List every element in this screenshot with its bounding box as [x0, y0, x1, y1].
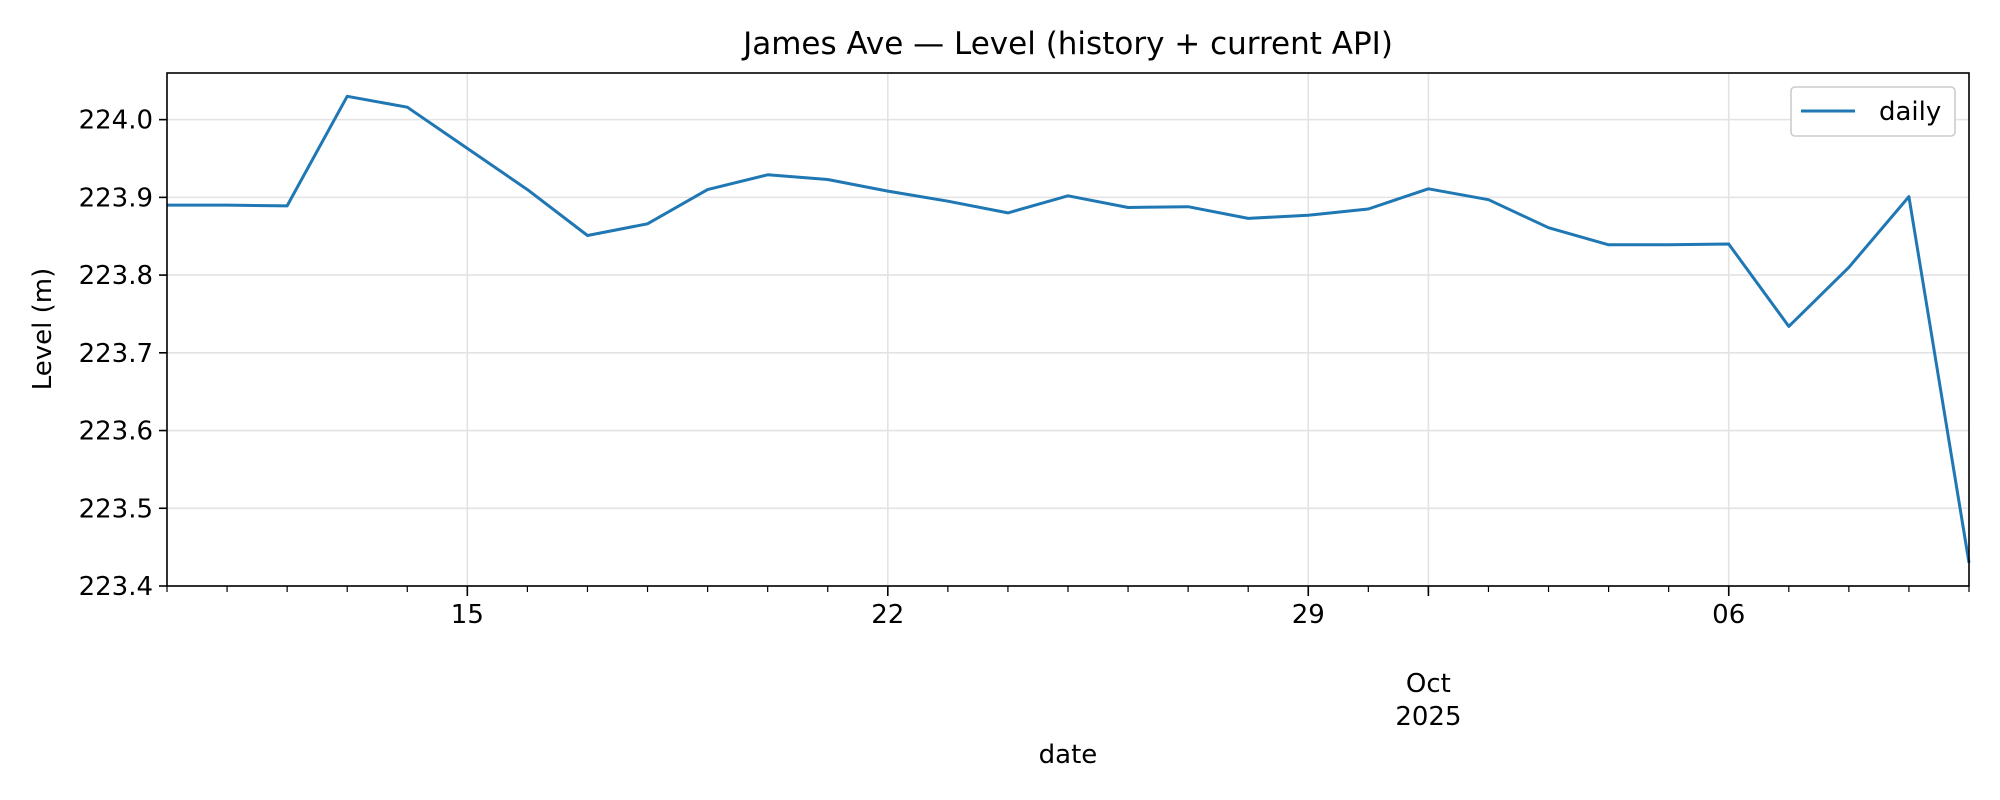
x-tick-label: 2025 [1395, 702, 1461, 732]
series-line-daily [167, 94, 1971, 563]
y-tick-label: 223.4 [79, 572, 153, 602]
legend-label-daily: daily [1879, 97, 1941, 127]
axis-ticks: 223.4 223.5 223.6 223.7 223.8 223.9 224.0 15 22 2… [79, 106, 1970, 732]
x-tick-label: 29 [1292, 600, 1325, 630]
x-axis-label: date [1039, 740, 1098, 770]
y-tick-label: 223.8 [79, 261, 153, 291]
legend-box [1790, 86, 1956, 137]
legend: daily [1790, 86, 1956, 137]
plot-frame [166, 72, 1970, 587]
y-tick-label: 223.9 [79, 183, 153, 213]
y-tick-label: 223.6 [79, 417, 153, 447]
y-tick-label: 223.7 [79, 339, 153, 369]
x-tick-label: 22 [871, 600, 904, 630]
series-layer [167, 94, 1971, 563]
y-tick-label: 223.5 [79, 494, 153, 524]
y-tick-label: 224.0 [79, 106, 153, 136]
x-tick-label: Oct [1406, 669, 1451, 699]
x-tick-label: 15 [451, 600, 484, 630]
y-axis-label: Level (m) [28, 268, 58, 391]
grid-lines [167, 73, 1969, 587]
chart-title: James Ave — Level (history + current API… [741, 26, 1393, 62]
x-tick-label: 06 [1712, 600, 1745, 630]
